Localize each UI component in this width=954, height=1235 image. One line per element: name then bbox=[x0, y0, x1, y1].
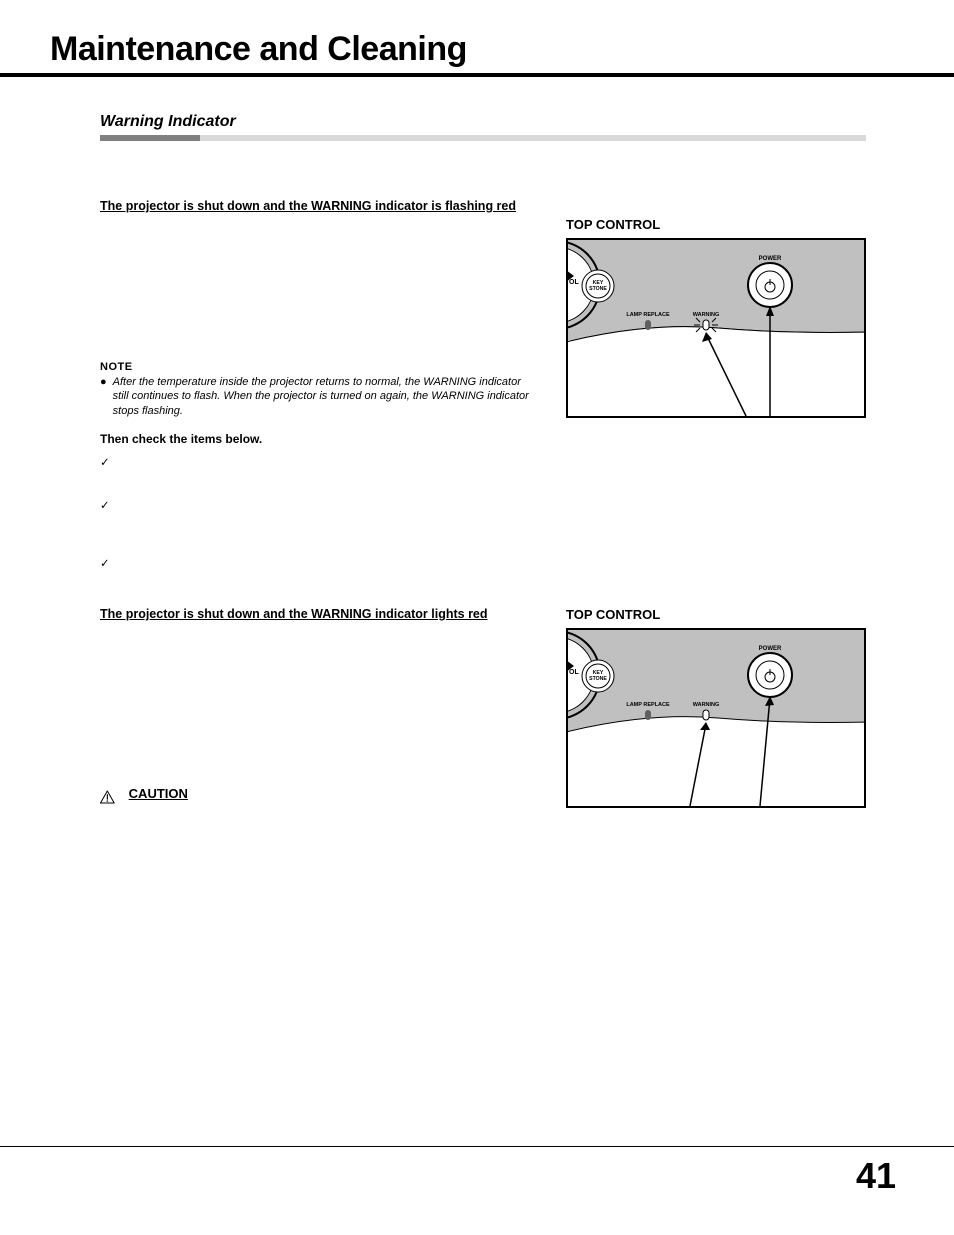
right-col-1: TOP CONTROL OL bbox=[566, 199, 866, 585]
caution-body: DO NOT LEAVE THE PROJECTOR WITH THE AC P… bbox=[129, 807, 536, 854]
then-check-heading: Then check the items below. bbox=[100, 432, 536, 446]
check-item: ✓ Are the air filters clean? Clean the ai… bbox=[100, 557, 536, 573]
scenario2-body: When the projector detects an abnormal c… bbox=[100, 633, 536, 753]
diagram1-title: TOP CONTROL bbox=[566, 217, 866, 232]
checkmark-icon: ✓ bbox=[100, 499, 110, 546]
row-2: The projector is shut down and the WARNI… bbox=[100, 607, 866, 854]
keystone-label2: STONE bbox=[589, 676, 607, 682]
power-label: POWER bbox=[759, 646, 782, 652]
check-text: Is the projector not installed near the … bbox=[118, 499, 536, 546]
section-heading: Warning Indicator bbox=[100, 77, 866, 135]
caution-text-wrap: CAUTION DO NOT LEAVE THE PROJECTOR WITH … bbox=[129, 783, 536, 854]
section-rule bbox=[100, 135, 866, 141]
lamp-replace-label: LAMP REPLACE bbox=[626, 312, 670, 318]
scenario1-heading: The projector is shut down and the WARNI… bbox=[100, 199, 536, 213]
page-title: Maintenance and Cleaning bbox=[0, 0, 954, 73]
check-list: ✓ Did you provide appropriate space for t… bbox=[100, 456, 536, 573]
diagram1-svg: OL KEY STONE LAMP REPLACE WARNING bbox=[568, 240, 866, 418]
page-footer: 41 bbox=[0, 1146, 954, 1197]
warning-label: WARNING bbox=[693, 702, 720, 708]
caution-block: CAUTION DO NOT LEAVE THE PROJECTOR WITH … bbox=[100, 783, 536, 854]
scenario1-body: When the temperature inside the projecto… bbox=[100, 225, 536, 335]
check-text: Did you provide appropriate space for th… bbox=[118, 456, 536, 487]
warning-led-solid bbox=[703, 710, 709, 720]
left-col-1: The projector is shut down and the WARNI… bbox=[100, 199, 536, 585]
scenario2-heading: The projector is shut down and the WARNI… bbox=[100, 607, 536, 621]
ol-label: OL bbox=[569, 279, 579, 286]
diagram2-svg: OL KEY STONE LAMP REPLACE WARNING POWER bbox=[568, 630, 866, 808]
warning-led-flashing bbox=[694, 318, 718, 332]
keystone-label2: STONE bbox=[589, 286, 607, 292]
content: Warning Indicator The projector is shut … bbox=[0, 77, 954, 854]
row-1: The projector is shut down and the WARNI… bbox=[100, 199, 866, 585]
note-text: After the temperature inside the project… bbox=[113, 375, 536, 418]
right-col-2: TOP CONTROL OL KEY STONE LAMP REPLACE bbox=[566, 607, 866, 854]
page-number: 41 bbox=[0, 1155, 954, 1197]
footer-rule bbox=[0, 1146, 954, 1147]
checkmark-icon: ✓ bbox=[100, 456, 110, 487]
note-bullet-icon: ● bbox=[100, 375, 107, 418]
caution-icon bbox=[100, 783, 115, 811]
caution-label: CAUTION bbox=[129, 783, 536, 801]
check-item: ✓ Did you provide appropriate space for t… bbox=[100, 456, 536, 487]
check-item: ✓Is the projector not installed near the… bbox=[100, 499, 536, 546]
warning-label: WARNING bbox=[693, 312, 720, 318]
diagram2-title: TOP CONTROL bbox=[566, 607, 866, 622]
note-item: ● After the temperature inside the proje… bbox=[100, 375, 536, 418]
power-label: POWER bbox=[759, 256, 782, 262]
top-control-diagram-flashing: OL KEY STONE LAMP REPLACE WARNING bbox=[566, 238, 866, 418]
left-col-2: The projector is shut down and the WARNI… bbox=[100, 607, 536, 854]
top-control-diagram-solid: OL KEY STONE LAMP REPLACE WARNING POWER bbox=[566, 628, 866, 808]
note-head: NOTE bbox=[100, 361, 536, 373]
checkmark-icon: ✓ bbox=[100, 557, 110, 573]
lamp-replace-label: LAMP REPLACE bbox=[626, 702, 670, 708]
check-text: Are the air filters clean? Clean the air… bbox=[118, 557, 401, 573]
ol-label: OL bbox=[569, 669, 579, 676]
